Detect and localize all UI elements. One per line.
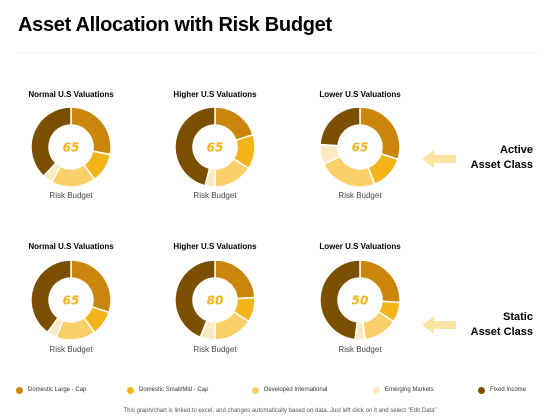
row-label-static-line2: Asset Class (470, 326, 533, 338)
legend-swatch (16, 387, 23, 394)
chart-title: Higher U.S Valuations (173, 242, 257, 251)
donut-slice-fixed-income (319, 259, 361, 341)
legend-label: Emerging Markets (385, 387, 434, 393)
donut-slice-fixed-income (319, 106, 361, 147)
arrow-left-icon (422, 316, 456, 334)
chart-title: Normal U.S Valuations (28, 90, 114, 99)
row-label-active-line1: Active (499, 144, 533, 156)
donut-slice-fixed-income (30, 106, 72, 178)
donut-chart: 65 (174, 106, 256, 188)
risk-budget-value: 65 (63, 141, 80, 155)
donut-chart: 65 (319, 106, 401, 188)
chart-title: Normal U.S Valuations (28, 242, 114, 251)
footnote: This graph/chart is linked to excel, and… (123, 408, 437, 414)
legend-swatch (127, 387, 134, 394)
chart-title: Higher U.S Valuations (173, 90, 257, 99)
donut-slice-domestic-large-cap (214, 106, 254, 142)
chart-legend: Domestic Large - Cap Domestic Small/Mid … (0, 386, 560, 398)
donut-chart: 65 (30, 106, 112, 188)
risk-budget-label: Risk Budget (49, 191, 93, 200)
risk-budget-label: Risk Budget (338, 191, 382, 200)
page-title: Asset Allocation with Risk Budget (18, 14, 332, 36)
legend-swatch (373, 387, 380, 394)
row-label-active: Active Asset Class (443, 143, 533, 173)
legend-label: Domestic Large - Cap (28, 387, 87, 393)
risk-budget-value: 65 (63, 294, 80, 308)
donut-chart: 65 (30, 259, 112, 341)
legend-swatch (252, 387, 259, 394)
donut-slice-fixed-income (174, 259, 216, 339)
legend-label: Fixed Income (490, 387, 527, 393)
legend-label: Domestic Small/Mid - Cap (139, 387, 209, 393)
row-label-static: Static Asset Class (443, 310, 533, 340)
legend-label: Developed International (264, 387, 328, 393)
chart-title: Lower U.S Valuations (319, 90, 401, 99)
legend-swatch (478, 387, 485, 394)
row-label-static-line1: Static (503, 311, 533, 323)
title-divider (18, 52, 538, 53)
risk-budget-label: Risk Budget (193, 345, 237, 354)
risk-budget-value: 65 (207, 141, 224, 155)
risk-budget-label: Risk Budget (49, 345, 93, 354)
risk-budget-label: Risk Budget (193, 191, 237, 200)
risk-budget-value: 50 (352, 294, 369, 308)
donut-slice-fixed-income (30, 259, 72, 334)
chart-title: Lower U.S Valuations (319, 242, 401, 251)
donut-chart: 80 (174, 259, 256, 341)
risk-budget-value: 65 (352, 141, 369, 155)
donut-slice-fixed-income (174, 106, 216, 187)
arrow-left-icon (422, 150, 456, 168)
risk-budget-label: Risk Budget (338, 345, 382, 354)
donut-chart: 50 (319, 259, 401, 341)
row-label-active-line2: Asset Class (470, 159, 533, 171)
risk-budget-value: 80 (207, 294, 224, 308)
